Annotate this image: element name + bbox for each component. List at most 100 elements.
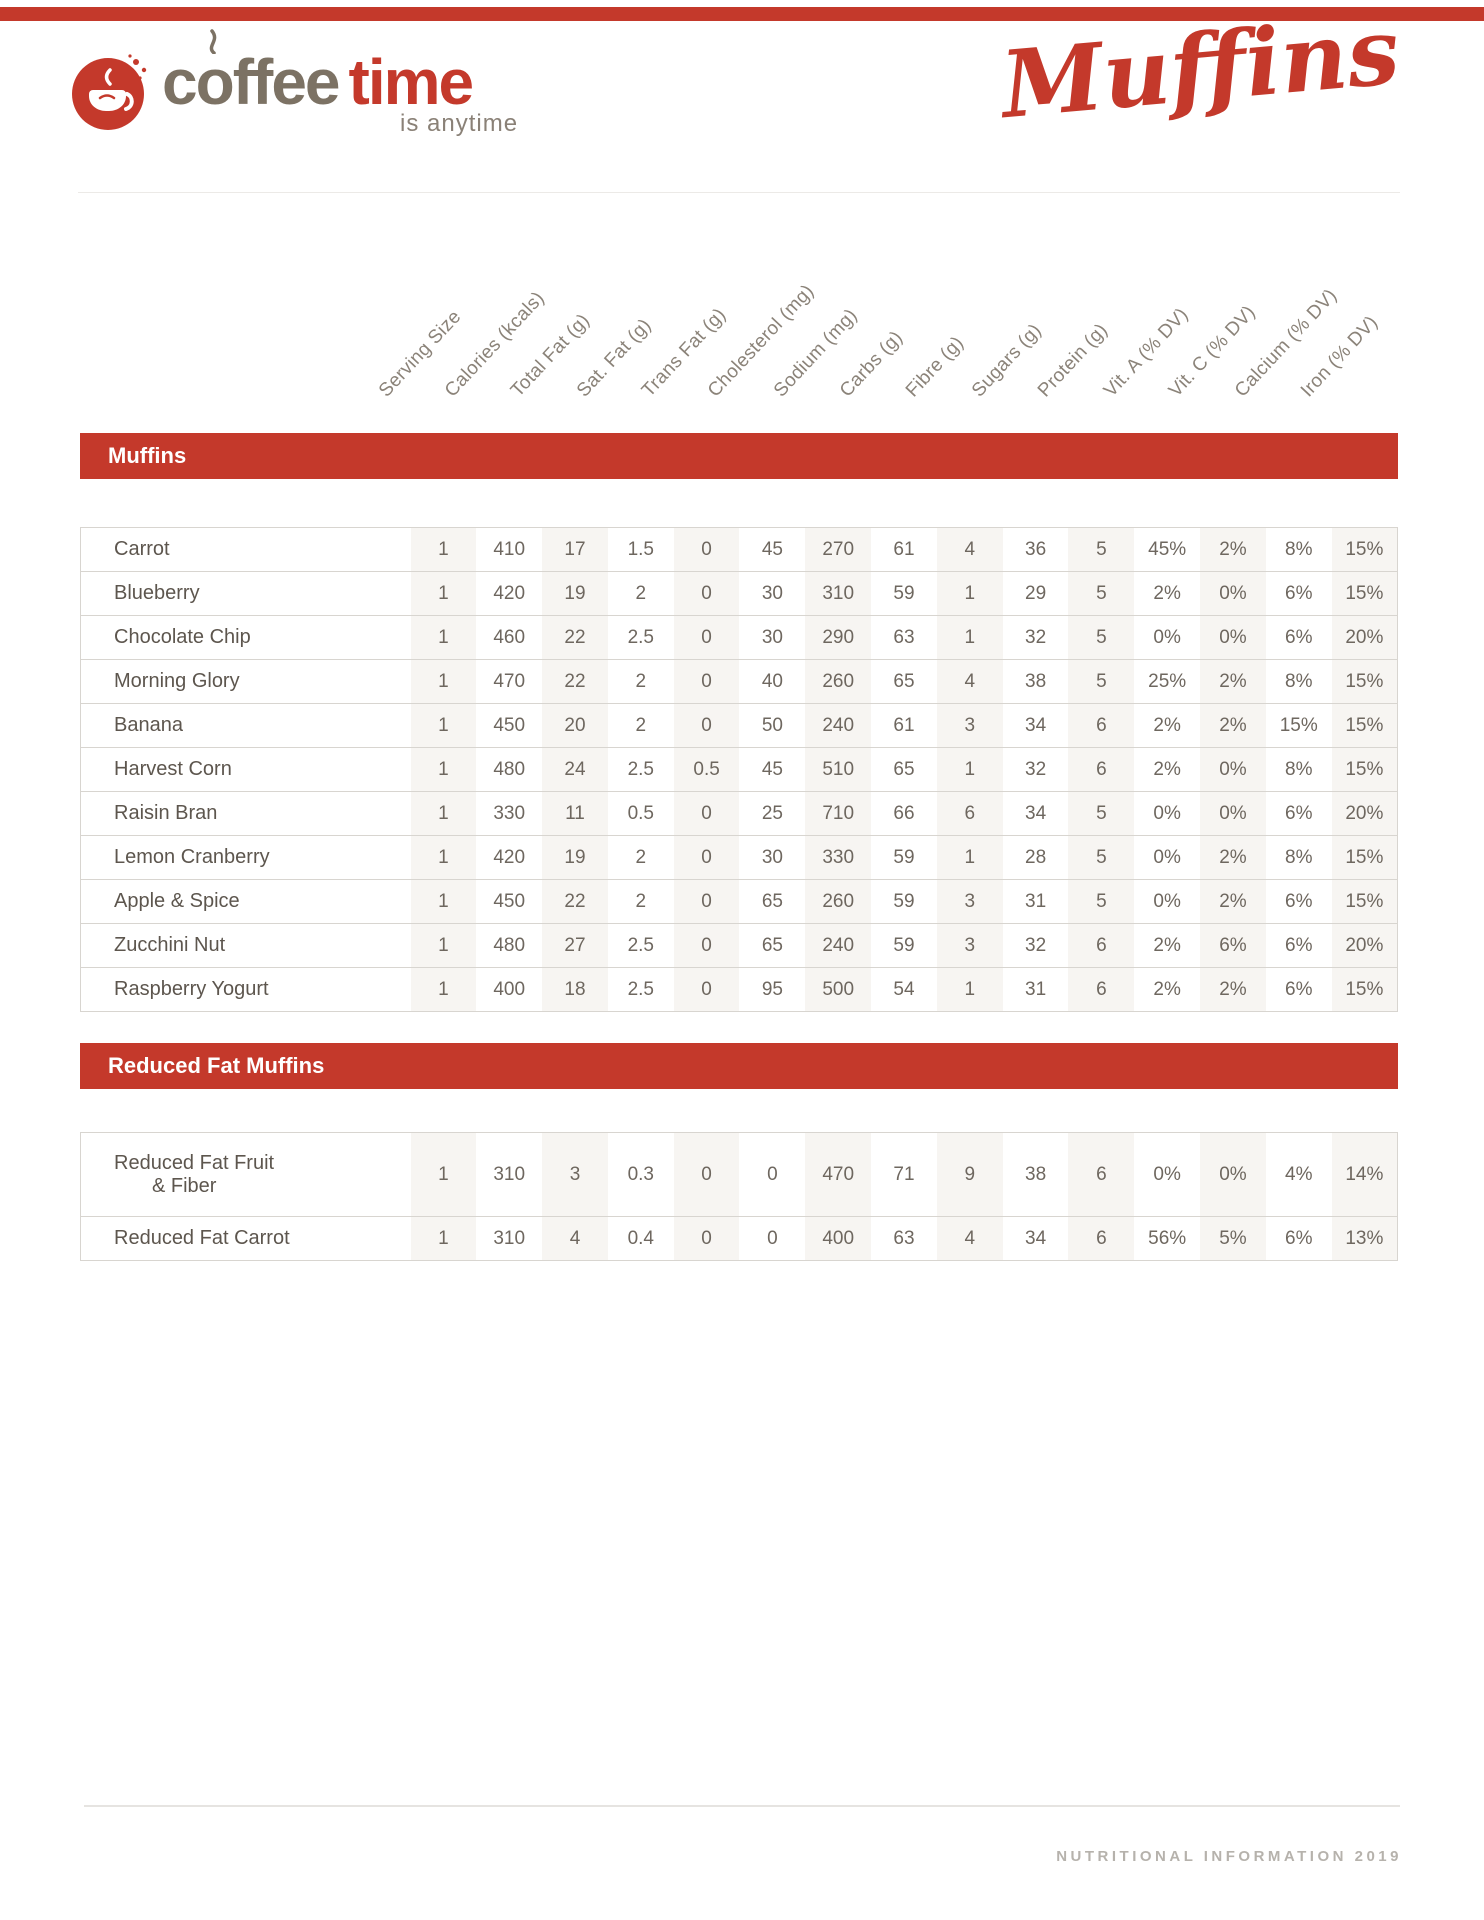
value-cell: 1 (410, 1132, 477, 1217)
value-cell: 0.5 (673, 747, 740, 792)
value-cell: 56% (1134, 1216, 1201, 1261)
value-cell: 0% (1200, 747, 1266, 792)
value-cell: 0% (1200, 615, 1266, 660)
value-cell: 15% (1331, 571, 1398, 616)
value-cell: 30 (739, 835, 806, 880)
value-cell: 2% (1134, 703, 1201, 748)
value-cell: 6% (1265, 1216, 1332, 1261)
value-cell: 20% (1331, 615, 1398, 660)
value-cell: 0 (673, 791, 740, 836)
value-cell: 2 (607, 659, 674, 704)
logo-tagline: is anytime (400, 110, 519, 137)
value-cell: 0 (673, 571, 740, 616)
value-cell: 0% (1134, 791, 1201, 836)
value-cell: 65 (871, 747, 937, 792)
value-cell: 450 (476, 879, 543, 924)
value-cell: 0% (1200, 571, 1266, 616)
value-cell: 2 (607, 879, 674, 924)
value-cell: 310 (493, 1163, 526, 1185)
value-cell: 4% (1285, 1163, 1313, 1185)
value-cell: 0.5 (607, 791, 674, 836)
coffee-time-logo: coffee time is anytime (70, 29, 540, 144)
value-cell: 2 (607, 703, 674, 748)
value-cell: 1 (410, 923, 477, 968)
value-cell: 6% (1265, 571, 1332, 616)
value-cell: 0% (1153, 1163, 1181, 1185)
value-cell: 50 (739, 703, 806, 748)
value-cell: 22 (542, 879, 608, 924)
value-cell: 66 (871, 791, 937, 836)
value-cell: 0% (1134, 615, 1201, 660)
steam-icon (209, 29, 217, 54)
table-row: Reduced Fat Carrot 1 310 4 0.4 0 0 400 63 4 34 6 56%… (80, 1216, 1398, 1261)
value-cell: 14% (1331, 1132, 1398, 1217)
value-cell: 3 (936, 879, 1003, 924)
value-cell: 450 (476, 703, 543, 748)
table-row: Banana 1 450 20 2 0 50 240 61 3 34 6 2% 2% 15% 15% (80, 703, 1398, 748)
value-cell: 54 (871, 967, 937, 1012)
value-cell: 310 (805, 571, 872, 616)
value-cell: 0 (673, 1132, 740, 1217)
value-cell: 480 (476, 923, 543, 968)
value-cell: 28 (1002, 835, 1069, 880)
value-cell: 6 (1068, 967, 1135, 1012)
value-cell: 2% (1200, 527, 1266, 572)
value-cell: 2% (1134, 967, 1201, 1012)
footer-divider (84, 1805, 1400, 1807)
value-cell: 0.4 (607, 1216, 674, 1261)
value-cell: 0% (1134, 835, 1201, 880)
value-cell: 0 (673, 923, 740, 968)
value-cell: 330 (476, 791, 543, 836)
value-cell: 5 (1068, 835, 1135, 880)
value-cell: 17 (542, 527, 608, 572)
value-cell: 8% (1285, 538, 1313, 560)
value-cell: 0% (1200, 1132, 1266, 1217)
column-header: Sugars (g) (967, 319, 1046, 402)
value-cell: 0 (673, 527, 740, 572)
value-cell: 13% (1331, 1216, 1398, 1261)
column-headers: Serving Size Calories (kcals) Total Fat (g… (0, 190, 1484, 402)
column-header: Carbs (g) (835, 327, 908, 402)
value-cell: 460 (476, 615, 543, 660)
value-cell: 0 (673, 835, 740, 880)
value-cell: 20% (1331, 791, 1398, 836)
value-cell: 31 (1002, 879, 1069, 924)
value-cell: 1.5 (627, 538, 654, 560)
value-cell: 2% (1200, 879, 1266, 924)
table-row: Apple & Spice 1 450 22 2 0 65 260 59 3 31 5 0% 2% 6% 15… (80, 879, 1398, 924)
value-cell: 22 (542, 659, 608, 704)
value-cell: 1 (410, 615, 477, 660)
value-cell: 1 (410, 703, 477, 748)
value-cell: 15% (1331, 879, 1398, 924)
section-header-reduced-fat-muffins: Reduced Fat Muffins (80, 1043, 1398, 1089)
value-cell: 4 (936, 659, 1003, 704)
value-cell: 6% (1265, 615, 1332, 660)
value-cell: 0% (1200, 791, 1266, 836)
value-cell: 59 (871, 879, 937, 924)
value-cell: 2.5 (607, 967, 674, 1012)
value-cell: 11 (542, 791, 608, 836)
value-cell: 22 (542, 615, 608, 660)
value-cell: 0 (673, 1216, 740, 1261)
value-cell: 61 (893, 538, 915, 560)
value-cell: 24 (542, 747, 608, 792)
value-cell: 15% (1331, 967, 1398, 1012)
table-row: Reduced Fat Fruit & Fiber 1 310 3 0.3 0 0 470 71 9… (80, 1132, 1398, 1217)
row-label: Reduced Fat Fruit & Fiber (80, 1132, 411, 1217)
coffee-cup-icon (72, 54, 147, 130)
value-cell: 420 (476, 571, 543, 616)
value-cell: 38 (1002, 659, 1069, 704)
value-cell: 34 (1002, 1216, 1069, 1261)
value-cell: 6 (1068, 1216, 1135, 1261)
value-cell: 1 (410, 791, 477, 836)
value-cell: 1 (410, 659, 477, 704)
value-cell: 45% (1148, 538, 1187, 560)
value-cell: 65 (739, 923, 806, 968)
row-label: Carrot (80, 527, 411, 572)
value-cell: 36 (1025, 538, 1047, 560)
row-label: Harvest Corn (80, 747, 411, 792)
value-cell: 15% (1331, 835, 1398, 880)
value-cell: 45 (761, 538, 783, 560)
column-header: Protein (g) (1033, 319, 1112, 402)
header-divider (78, 192, 1400, 193)
